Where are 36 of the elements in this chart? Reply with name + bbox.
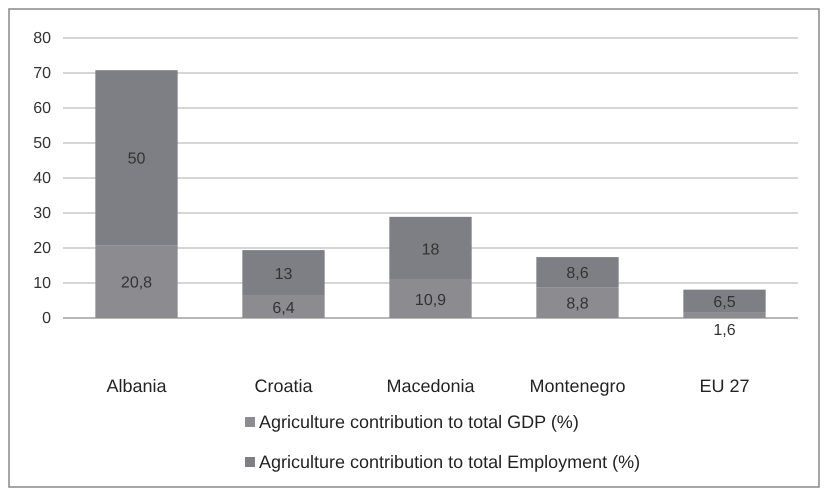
bar [389, 216, 472, 280]
x-tick-label: Croatia [254, 376, 314, 396]
y-tick-label: 80 [33, 30, 52, 47]
bar [536, 257, 619, 288]
y-tick-label: 50 [33, 135, 52, 152]
y-tick-label: 60 [33, 100, 52, 117]
data-label: 20,8 [120, 274, 152, 292]
bar [242, 296, 325, 318]
data-label: 8,6 [566, 265, 589, 282]
legend-label: Agriculture contribution to total Employment (%) [259, 452, 640, 472]
x-tick-label: Albania [106, 376, 168, 396]
data-label: 1,6 [713, 322, 736, 339]
data-label: 50 [128, 150, 146, 168]
data-label: 13 [274, 266, 292, 283]
x-tick-label: EU 27 [699, 376, 750, 396]
bar [536, 287, 619, 318]
y-tick-label: 10 [33, 275, 52, 292]
data-label: 10,9 [414, 292, 446, 309]
data-label: 8,8 [566, 296, 589, 313]
x-tick-label: Montenegro [529, 376, 626, 396]
bar [95, 245, 178, 318]
data-label: 6,5 [713, 294, 736, 312]
y-tick-label: 30 [33, 205, 52, 222]
legend-label: Agriculture contribution to total GDP (%) [259, 412, 579, 432]
bar [95, 70, 178, 246]
y-tick-label: 0 [42, 310, 52, 327]
data-label: 18 [422, 241, 440, 258]
y-tick-label: 40 [33, 170, 52, 187]
y-tick-label: 70 [33, 65, 52, 82]
y-tick-label: 20 [33, 240, 52, 257]
bar [683, 312, 766, 318]
data-label: 6,4 [272, 300, 295, 317]
bar [242, 250, 325, 296]
bar [683, 290, 766, 312]
x-tick-label: Macedonia [386, 376, 476, 396]
bar [389, 280, 472, 318]
